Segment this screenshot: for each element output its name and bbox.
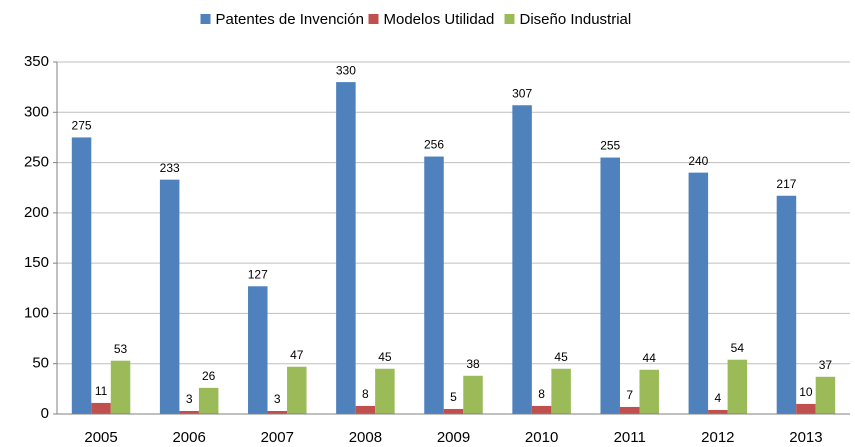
data-label: 53: [114, 342, 128, 356]
x-tick-label: 2007: [261, 429, 294, 446]
x-tick-label: 2008: [349, 429, 382, 446]
y-tick-label: 350: [24, 53, 49, 70]
bar: [619, 406, 640, 414]
data-label: 38: [466, 357, 480, 371]
data-label: 330: [336, 63, 356, 77]
data-label: 4: [714, 391, 721, 405]
bar: [815, 376, 836, 414]
data-label: 240: [688, 154, 708, 168]
bar: [639, 369, 659, 414]
data-label: 26: [202, 369, 216, 383]
bar: [336, 82, 356, 414]
x-tick-label: 2009: [437, 429, 470, 446]
data-label: 8: [538, 387, 545, 401]
data-label: 256: [424, 138, 444, 152]
y-tick-label: 100: [24, 304, 49, 321]
data-label: 217: [776, 177, 796, 191]
bar: [71, 137, 92, 414]
data-label: 5: [450, 390, 457, 404]
bar: [551, 368, 571, 414]
y-tick-label: 200: [24, 204, 49, 221]
legend-label: Diseño Industrial: [520, 11, 632, 28]
bar: [600, 157, 620, 415]
x-tick-label: 2005: [84, 429, 117, 446]
bar: [796, 403, 816, 414]
legend-label: Patentes de Invención: [216, 11, 364, 28]
legend-label: Modelos Utilidad: [384, 11, 495, 28]
data-label: 37: [819, 358, 833, 372]
data-label: 45: [378, 350, 392, 364]
data-label: 307: [512, 86, 532, 100]
data-label: 233: [160, 161, 180, 175]
y-tick-label: 0: [41, 405, 49, 422]
legend-swatch: [504, 14, 515, 24]
data-label: 11: [95, 384, 108, 398]
bar: [287, 366, 307, 414]
y-tick-label: 250: [24, 154, 49, 171]
data-label: 54: [731, 341, 745, 355]
legend-swatch: [368, 14, 379, 24]
data-label: 44: [643, 351, 657, 365]
bar: [727, 359, 748, 414]
bar: [688, 172, 709, 414]
y-tick-label: 150: [24, 254, 49, 271]
data-label: 127: [248, 267, 268, 281]
bar: [355, 405, 376, 414]
data-label: 47: [290, 348, 304, 362]
data-label: 275: [72, 119, 92, 133]
y-tick-label: 300: [24, 103, 49, 120]
bar: [776, 195, 797, 414]
bar: [463, 375, 483, 414]
x-tick-label: 2013: [789, 429, 822, 446]
bar: [248, 286, 268, 414]
bar: [198, 387, 219, 414]
bar: [267, 410, 288, 414]
data-label: 8: [362, 387, 369, 401]
bar: [179, 410, 199, 414]
bar: [708, 409, 728, 414]
bar: [443, 408, 464, 414]
data-label: 10: [799, 385, 813, 399]
x-tick-label: 2006: [172, 429, 205, 446]
bar: [159, 179, 180, 414]
bar: [91, 402, 111, 414]
data-label: 255: [600, 139, 620, 153]
x-tick-label: 2011: [614, 429, 646, 446]
bar: [375, 368, 395, 414]
y-tick-label: 50: [32, 355, 49, 372]
bar: [512, 105, 532, 414]
bar: [531, 405, 552, 414]
bar: [424, 156, 444, 414]
data-label: 7: [626, 388, 633, 402]
x-tick-label: 2012: [701, 429, 734, 446]
legend-swatch: [200, 14, 211, 24]
data-label: 45: [554, 350, 568, 364]
x-tick-label: 2010: [525, 429, 558, 446]
data-label: 3: [186, 392, 193, 406]
bar: [110, 360, 131, 414]
data-label: 3: [274, 392, 281, 406]
